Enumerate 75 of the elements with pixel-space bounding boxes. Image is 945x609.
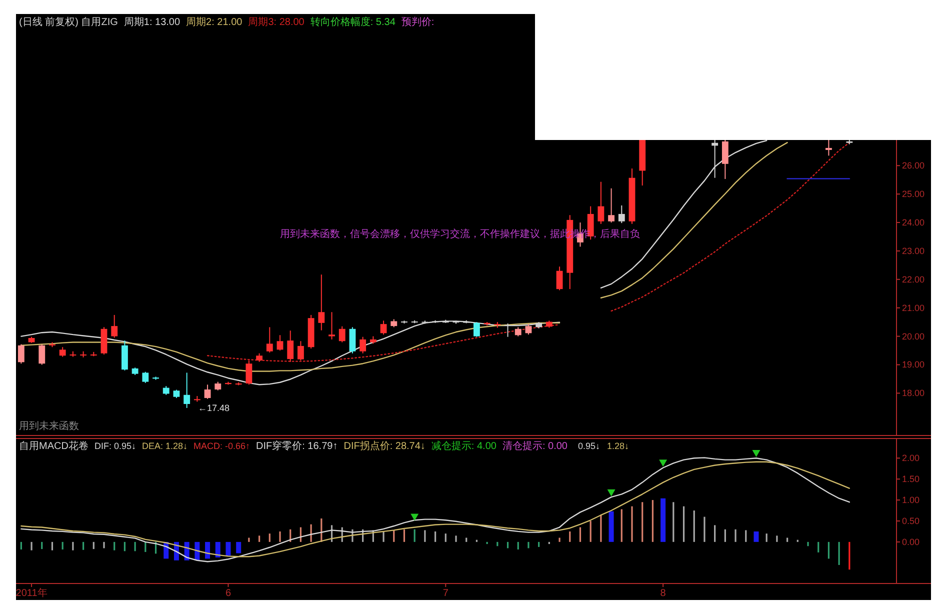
candlestick: [473, 322, 480, 338]
candlestick: [287, 330, 294, 362]
y-tick-label: 19.00: [902, 360, 925, 370]
candlestick: [59, 346, 66, 358]
candlestick: [722, 140, 728, 180]
y-tick-label: 1.50: [902, 474, 920, 484]
bar: [226, 542, 231, 556]
candlestick: [349, 326, 356, 354]
bar: [236, 542, 242, 554]
candlestick: [246, 360, 252, 386]
candlestick: [556, 266, 563, 291]
y-tick-label: 2.00: [902, 453, 920, 464]
bar: [215, 542, 220, 558]
candlestick: [608, 188, 615, 223]
x-tick-label: 6: [225, 588, 232, 599]
y-tick-label: 24.00: [902, 218, 925, 228]
y-tick-label: 0.50: [902, 516, 920, 526]
annotation: 用到未来函数: [19, 420, 79, 432]
point: [659, 460, 668, 467]
bar: [205, 542, 210, 559]
bar: [608, 511, 614, 542]
candlestick: [618, 204, 625, 224]
candlestick: [318, 274, 325, 331]
candlestick: [504, 322, 511, 338]
candlestick: [360, 336, 366, 354]
y-tick-label: 21.00: [902, 302, 925, 313]
candlestick: [297, 340, 304, 361]
y-tick-label: 1.00: [902, 495, 920, 506]
annotation: 1.28↓: [607, 441, 630, 451]
candlestick: [266, 326, 273, 353]
candlestick: [142, 371, 149, 384]
bar: [660, 498, 666, 542]
annotation: 0.95↓: [578, 441, 600, 451]
y-tick-label: 25.00: [902, 189, 925, 200]
chart-title: 自用MACD花卷: [19, 440, 88, 452]
candlestick: [825, 140, 832, 156]
candlestick: [184, 372, 190, 408]
candlestick: [204, 384, 211, 400]
y-tick-label: 23.00: [902, 246, 925, 256]
annotation: ←17.48: [198, 403, 230, 413]
candlestick: [525, 324, 532, 336]
text: 预判价:: [401, 16, 434, 28]
candlestick: [38, 344, 46, 366]
candlestick: [276, 334, 284, 352]
candlestick: [338, 326, 346, 343]
y-tick-label: 26.00: [902, 160, 925, 171]
x-tick-label: 8: [660, 588, 666, 599]
point: [607, 489, 616, 496]
text: 周期2: 21.00: [186, 16, 243, 28]
text: DEA: 1.28↓: [142, 441, 188, 451]
candlestick: [380, 320, 387, 336]
text: 周期3: 28.00: [248, 16, 305, 28]
annotation: DIF穿零价: 16.79↑: [256, 440, 338, 452]
candlestick: [598, 181, 604, 224]
text: 减仓提示: 4.00: [431, 440, 497, 452]
text: DIF: 0.95↓: [94, 441, 136, 451]
point: [752, 450, 760, 458]
y-tick-label: 20.00: [902, 331, 925, 342]
y-tick-label: 22.00: [902, 274, 925, 284]
text: 转向价格幅度: 5.34: [310, 16, 396, 28]
candlestick: [18, 344, 24, 364]
candlestick: [328, 312, 335, 340]
y-tick-label: 0.00: [902, 536, 920, 547]
annotation: DIF拐点价: 28.74↓: [344, 440, 426, 452]
y-tick-label: 18.00: [902, 388, 925, 398]
candlestick: [514, 326, 522, 337]
candlestick: [111, 314, 118, 338]
annotation: MACD: -0.66↑: [194, 441, 250, 451]
point: [410, 514, 419, 521]
bar: [754, 531, 759, 542]
text: 周期1: 13.00: [124, 16, 180, 28]
x-tick-label: 2011年: [16, 587, 48, 599]
chart-title: (日线 前复权) 自用ZIG: [19, 16, 118, 28]
annotation: 清仓提示: 0.00: [502, 440, 568, 452]
x-tick-label: 7: [442, 588, 449, 599]
